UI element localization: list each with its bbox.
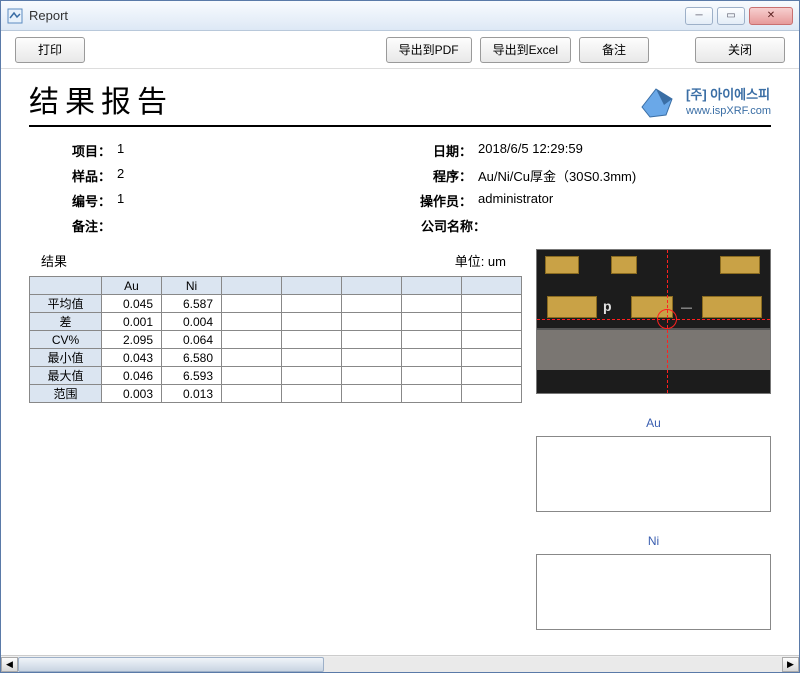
- meta-project-label: 项目：: [59, 141, 117, 160]
- meta-company-label: 公司名称：: [420, 216, 492, 235]
- toolbar: 打印 导出到PDF 导出到Excel 备注 关闭: [1, 31, 799, 69]
- meta-id-label: 编号：: [59, 191, 117, 210]
- window-controls: ─ ▭ ✕: [685, 7, 793, 25]
- table-row: 差0.0010.004: [30, 313, 522, 331]
- logo-icon: [636, 85, 678, 121]
- meta-program-label: 程序：: [420, 166, 478, 185]
- remark-button[interactable]: 备注: [579, 37, 649, 63]
- scroll-right-arrow[interactable]: ▶: [782, 657, 799, 672]
- meta-remark-label: 备注：: [59, 216, 117, 235]
- meta-id: 1: [117, 191, 124, 210]
- scroll-track[interactable]: [18, 657, 782, 672]
- table-header: [30, 277, 102, 295]
- meta-operator: administrator: [478, 191, 553, 210]
- app-icon: [7, 8, 23, 24]
- stats-table: AuNi平均值0.0456.587差0.0010.004CV%2.0950.06…: [29, 276, 522, 403]
- meta-sample: 2: [117, 166, 124, 185]
- meta-operator-label: 操作员：: [420, 191, 478, 210]
- logo-text: [주] 아이에스피 www.ispXRF.com: [686, 87, 771, 118]
- report-header: 结果报告 [주] 아이에스피 www.ispXRF.com: [29, 77, 771, 127]
- meta-date-label: 日期：: [420, 141, 478, 160]
- titlebar: Report ─ ▭ ✕: [1, 1, 799, 31]
- metadata: 项目：1 日期：2018/6/5 12:29:59 样品：2 程序：Au/Ni/…: [29, 141, 771, 249]
- meta-sample-label: 样品：: [59, 166, 117, 185]
- scroll-left-arrow[interactable]: ◀: [1, 657, 18, 672]
- table-row: 范围0.0030.013: [30, 385, 522, 403]
- export-pdf-button[interactable]: 导出到PDF: [386, 37, 472, 63]
- meta-program: Au/Ni/Cu厚金（30S0.3mm): [478, 166, 636, 185]
- result-label: 结果: [29, 249, 67, 276]
- report-content: 结果报告 [주] 아이에스피 www.ispXRF.com 项目：1 日期：20…: [1, 69, 799, 655]
- window-title: Report: [29, 8, 685, 23]
- table-row: 最大值0.0466.593: [30, 367, 522, 385]
- chart-au-title: Au: [536, 416, 771, 430]
- report-window: Report ─ ▭ ✕ 打印 导出到PDF 导出到Excel 备注 关闭 结果…: [0, 0, 800, 673]
- table-row: 平均值0.0456.587: [30, 295, 522, 313]
- scroll-thumb[interactable]: [18, 657, 324, 672]
- chart-au: [536, 436, 771, 512]
- minimize-button[interactable]: ─: [685, 7, 713, 25]
- window-close-button[interactable]: ✕: [749, 7, 793, 25]
- sample-image: p —: [536, 249, 771, 394]
- close-button[interactable]: 关闭: [695, 37, 785, 63]
- meta-date: 2018/6/5 12:29:59: [478, 141, 583, 160]
- table-row: CV%2.0950.064: [30, 331, 522, 349]
- chart-au-wrap: Au: [536, 416, 771, 512]
- unit-label: 单位: um: [455, 249, 506, 276]
- report-title: 结果报告: [29, 77, 173, 121]
- maximize-button[interactable]: ▭: [717, 7, 745, 25]
- chart-ni-title: Ni: [536, 534, 771, 548]
- table-header: Au: [102, 277, 162, 295]
- table-row: 最小值0.0436.580: [30, 349, 522, 367]
- chart-ni-wrap: Ni: [536, 534, 771, 630]
- chart-ni: [536, 554, 771, 630]
- table-header: Ni: [162, 277, 222, 295]
- logo-area: [주] 아이에스피 www.ispXRF.com: [636, 85, 771, 121]
- tables-column: 结果 单位: um AuNi平均值0.0456.587差0.0010.004CV…: [29, 249, 518, 630]
- body-area: 结果 单位: um AuNi平均值0.0456.587差0.0010.004CV…: [29, 249, 771, 630]
- meta-project: 1: [117, 141, 124, 160]
- print-button[interactable]: 打印: [15, 37, 85, 63]
- export-excel-button[interactable]: 导出到Excel: [480, 37, 571, 63]
- right-column: p — Au Ni: [536, 249, 771, 630]
- horizontal-scrollbar[interactable]: ◀ ▶: [1, 655, 799, 672]
